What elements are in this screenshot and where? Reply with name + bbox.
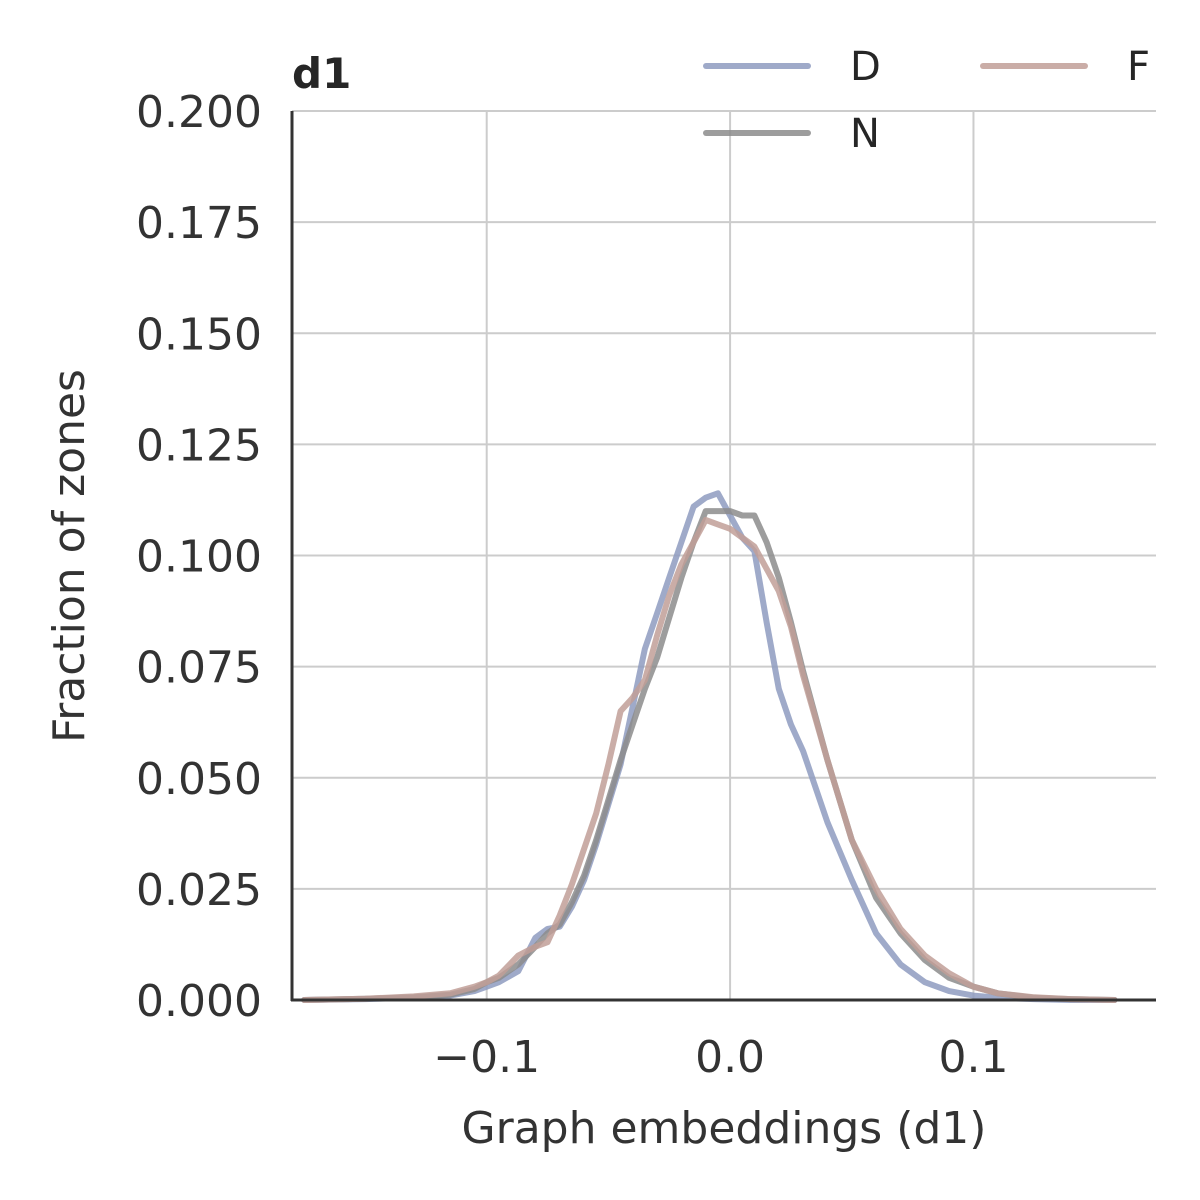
y-tick-labels: 0.000 0.025 0.050 0.075 0.100 0.125 0.150 0.175…	[136, 87, 262, 1027]
x-tick-labels: −0.1 0.0 0.1	[433, 1032, 1008, 1083]
legend-label: F	[1127, 44, 1150, 90]
series-lines	[301, 490, 1118, 1003]
x-tick-label: 0.0	[695, 1032, 765, 1083]
legend-item-D: D	[703, 44, 881, 90]
series-line-D	[301, 490, 1118, 1003]
x-axis-label: Graph embeddings (d1)	[462, 1103, 987, 1154]
y-tick-label: 0.025	[136, 865, 262, 916]
x-tick-label: −0.1	[433, 1032, 540, 1083]
y-tick-label: 0.200	[136, 87, 262, 138]
series-line-N	[301, 508, 1118, 1003]
y-tick-label: 0.050	[136, 754, 262, 805]
y-tick-label: 0.150	[136, 309, 262, 360]
grid-lines	[292, 110, 1156, 1000]
y-tick-label: 0.100	[136, 532, 262, 583]
y-tick-label: 0.000	[136, 976, 262, 1027]
legend-item-N: N	[703, 111, 880, 157]
y-axis-label: Fraction of zones	[44, 369, 95, 743]
legend-item-F: F	[980, 44, 1150, 90]
chart-title: d1	[292, 49, 351, 98]
y-tick-label: 0.125	[136, 420, 262, 471]
legend: DN F	[703, 44, 1150, 157]
y-tick-label: 0.175	[136, 198, 262, 249]
y-tick-label: 0.075	[136, 643, 262, 694]
axes	[290, 111, 1156, 1002]
x-tick-label: 0.1	[938, 1032, 1008, 1083]
series-line-F	[301, 516, 1118, 1003]
legend-label: D	[850, 44, 881, 90]
legend-label: N	[850, 111, 880, 157]
